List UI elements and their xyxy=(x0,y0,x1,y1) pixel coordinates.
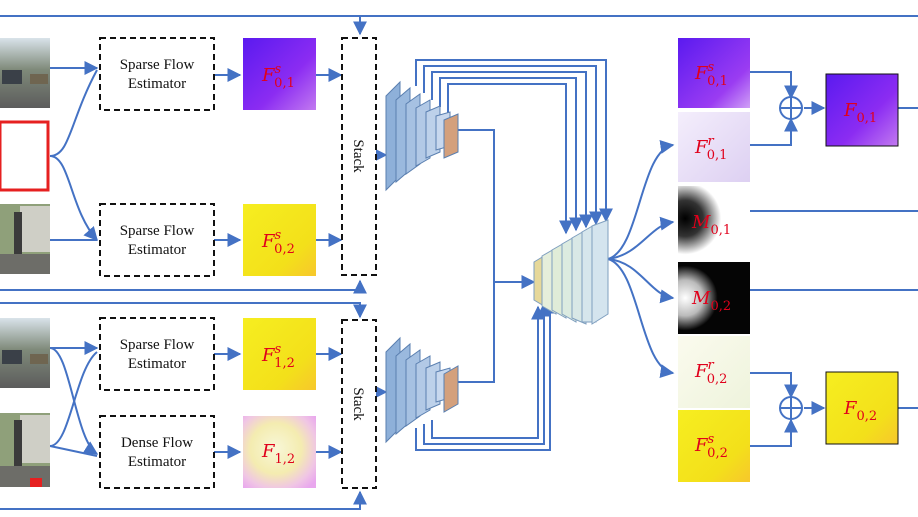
estimator-0-label-2: Estimator xyxy=(128,76,186,92)
input-frame-2 xyxy=(0,204,50,274)
input-frame-0 xyxy=(0,38,50,108)
stack-box-1 xyxy=(341,319,377,489)
output-tile-5-label: Fs 0,2 xyxy=(694,432,728,461)
final-flow-0-label: F0,1 xyxy=(843,100,877,126)
stack-1-label: Stack xyxy=(350,387,366,421)
estimator-labels: Sparse Flow Estimator Sparse Flow Estima… xyxy=(120,57,195,470)
estimator-box-3 xyxy=(99,415,215,489)
estimator-boxes xyxy=(99,37,215,489)
final-flow-tile-1 xyxy=(825,371,899,445)
input-frame-4 xyxy=(0,413,50,487)
output-tile-3-label: M0,2 xyxy=(691,288,731,314)
stack-boxes xyxy=(341,37,377,489)
final-flow-1-label: F0,2 xyxy=(843,398,877,424)
output-tile-2 xyxy=(678,186,750,258)
output-tile-2-label: M0,1 xyxy=(691,212,731,238)
plus-icon xyxy=(779,396,803,420)
estimator-box-1 xyxy=(99,203,215,277)
flow-tile-0 xyxy=(243,38,316,110)
stack-box-0 xyxy=(341,37,377,276)
flow-tile-0-label: Fs 0,1 xyxy=(261,62,295,91)
final-flow-tile-0 xyxy=(825,73,899,147)
output-tile-labels: Fs 0,1 Fr 0,1 M0,1 M0,2 Fr 0,2 Fs 0,2 xyxy=(691,60,731,461)
estimator-box-0 xyxy=(99,37,215,111)
output-tile-0 xyxy=(678,38,750,108)
input-frame-3 xyxy=(0,318,50,388)
estimator-2-label-2: Estimator xyxy=(128,356,186,372)
flow-tiles xyxy=(243,38,316,488)
final-flow-tiles xyxy=(825,73,899,445)
flow-tile-1-label: Fs 0,2 xyxy=(261,228,295,257)
input-frames xyxy=(0,38,50,487)
estimator-1-label-2: Estimator xyxy=(128,242,186,258)
input-frame-1 xyxy=(0,120,50,192)
flow-tile-2 xyxy=(243,318,316,390)
output-tile-1-label: Fr 0,1 xyxy=(694,134,727,163)
connectors xyxy=(0,15,918,510)
flow-tile-3-label: F1,2 xyxy=(261,441,295,467)
output-tile-0-label: Fs 0,1 xyxy=(694,60,728,89)
output-tile-1 xyxy=(678,112,750,182)
flow-tile-1 xyxy=(243,204,316,276)
encoder-top xyxy=(385,80,459,192)
estimator-box-2 xyxy=(99,317,215,391)
output-tile-4-label: Fr 0,2 xyxy=(694,358,727,387)
encoder-bottom xyxy=(385,336,459,444)
estimator-2-label-1: Sparse Flow xyxy=(120,337,195,353)
plus-icon xyxy=(779,96,803,120)
estimator-1-label-1: Sparse Flow xyxy=(120,223,195,239)
flow-tile-2-label: Fs 1,2 xyxy=(261,342,295,371)
estimator-3-label-2: Estimator xyxy=(128,454,186,470)
estimator-3-label-1: Dense Flow xyxy=(121,435,193,451)
estimator-0-label-1: Sparse Flow xyxy=(120,57,195,73)
flow-tile-labels: Fs 0,1 Fs 0,2 Fs 1,2 F1,2 xyxy=(261,62,295,467)
output-tile-3 xyxy=(678,262,750,334)
stack-0-label: Stack xyxy=(350,139,366,173)
final-flow-labels: F0,1 F0,2 xyxy=(843,100,877,424)
output-tile-4 xyxy=(678,336,750,408)
sum-nodes xyxy=(779,96,803,420)
output-tiles xyxy=(678,38,750,482)
flow-tile-3 xyxy=(243,416,316,488)
decoder xyxy=(533,219,609,325)
output-tile-5 xyxy=(678,410,750,482)
